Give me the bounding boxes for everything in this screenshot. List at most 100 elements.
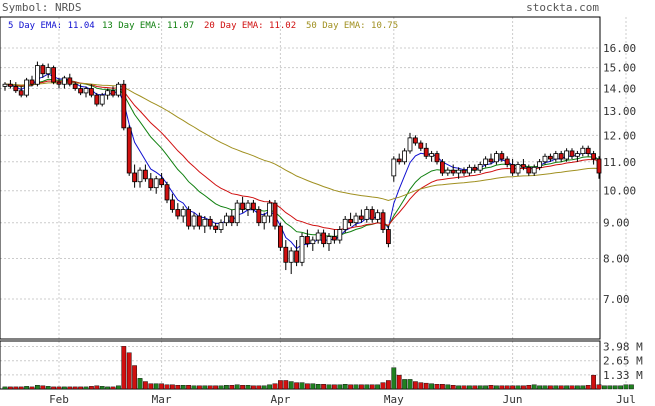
candle [51, 65, 56, 85]
legend-ema20: 20 Day EMA: 11.02 [204, 21, 296, 31]
candle [234, 199, 240, 227]
volume-bar [386, 380, 391, 390]
candle [407, 132, 413, 154]
volume-bar [18, 386, 24, 390]
candle [391, 156, 397, 182]
candle [35, 61, 40, 87]
volume-bar [488, 385, 494, 390]
volume-bar [245, 385, 251, 390]
candle [132, 164, 138, 188]
candle [213, 222, 219, 233]
candle [142, 164, 148, 182]
volume-bar [348, 384, 353, 390]
candle [62, 75, 67, 89]
candle [402, 148, 408, 165]
candle [342, 216, 348, 233]
volume-bar [45, 386, 51, 390]
volume-bar [591, 374, 597, 390]
volume-bar [402, 379, 407, 390]
volume-bar [202, 385, 208, 390]
candle [261, 212, 267, 230]
candle [375, 209, 381, 223]
volume-bar [283, 380, 289, 390]
volume-bar [337, 384, 343, 390]
candle [78, 84, 83, 96]
candle [580, 145, 586, 157]
volume-bar [7, 386, 13, 390]
x-tick-label: Feb [49, 393, 69, 406]
candle [564, 148, 569, 162]
candle [148, 173, 154, 191]
candle [358, 209, 364, 223]
candle [56, 77, 62, 89]
candle [72, 82, 78, 91]
x-tick-label: Apr [270, 393, 290, 406]
volume-bar [240, 385, 245, 390]
volume-bar [585, 385, 591, 390]
volume-bar [13, 386, 19, 390]
volume-bar [526, 385, 532, 390]
candle [585, 145, 591, 157]
volume-bar [483, 385, 488, 390]
candle [466, 164, 472, 176]
volume-bar [272, 383, 278, 390]
volume-bar [531, 384, 537, 390]
candle [483, 156, 489, 168]
volume-bar [132, 365, 137, 390]
x-tick-label: May [384, 393, 404, 406]
candle [110, 86, 116, 98]
candle [126, 125, 132, 176]
volume-bar [359, 384, 364, 390]
candle [504, 156, 510, 168]
volume-bar [99, 386, 105, 390]
volume-bar [521, 385, 526, 390]
volume-bar [629, 384, 634, 390]
candle [472, 164, 478, 174]
candle [434, 150, 440, 165]
x-axis-labels: Feb Mar Apr May Jun Jul [49, 393, 636, 406]
volume-bar [429, 383, 434, 390]
candle [288, 247, 294, 275]
candle [67, 73, 73, 87]
candle [24, 77, 30, 98]
volume-bar [477, 385, 483, 390]
volume-bar [510, 385, 515, 390]
candle [169, 193, 175, 213]
price-tick-label: 8.00 [603, 252, 630, 265]
volume-bar [148, 383, 154, 390]
volume-bar [580, 385, 586, 390]
volume-bar [380, 382, 386, 390]
volume-bar [164, 384, 170, 390]
volume-grid [0, 346, 600, 376]
candle [412, 135, 418, 146]
candle [353, 212, 359, 227]
candle [99, 92, 105, 107]
candle [456, 167, 462, 179]
candle [337, 226, 343, 244]
candle [450, 164, 456, 176]
volume-bar [499, 385, 505, 390]
candle [272, 199, 278, 230]
candle [94, 92, 100, 107]
candle [218, 219, 224, 233]
legend-ema5: 5 Day EMA: 11.04 [8, 21, 95, 31]
candle [569, 148, 575, 160]
volume-bar [288, 381, 294, 390]
candle [553, 150, 559, 162]
price-panel-frame [0, 16, 601, 340]
candle [245, 199, 251, 217]
candle [304, 229, 310, 248]
volume-bar [618, 385, 624, 390]
volume-bar [83, 386, 89, 390]
legend: 5 Day EMA: 11.04 13 Day EMA: 11.07 20 Da… [8, 21, 398, 31]
volume-bar [223, 385, 229, 390]
volume-bar [305, 383, 310, 390]
candle [207, 216, 213, 230]
volume-bar [342, 384, 348, 390]
volume-bar [191, 385, 197, 390]
candle [229, 209, 235, 227]
volume-bar [537, 385, 543, 390]
candle [121, 79, 127, 131]
symbol-label: Symbol: NRDS [2, 1, 81, 14]
volume-bar [88, 386, 94, 390]
